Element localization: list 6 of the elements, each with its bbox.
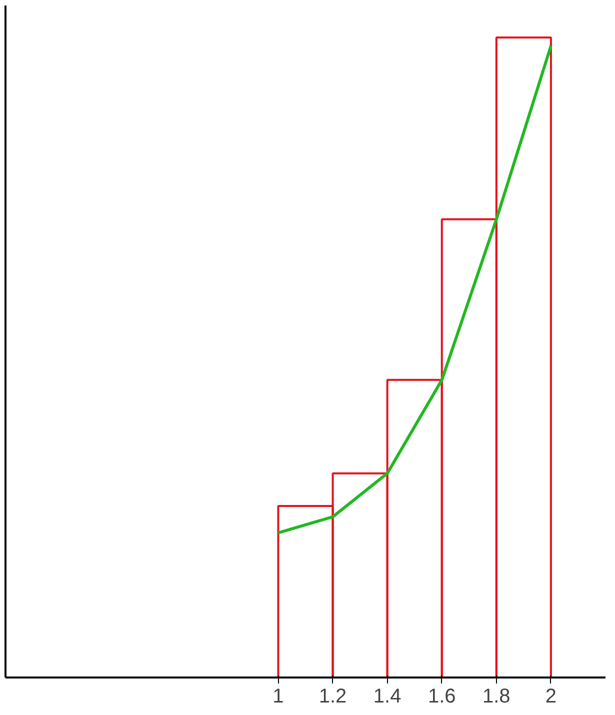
x-tick-label: 1.2 [318, 686, 347, 708]
x-tick-label: 2 [545, 686, 557, 708]
x-tick-label: 1.8 [482, 686, 510, 708]
x-tick-label: 1.4 [373, 686, 402, 708]
x-tick-label: 1.6 [428, 686, 456, 708]
x-tick-label: 1 [272, 686, 284, 708]
